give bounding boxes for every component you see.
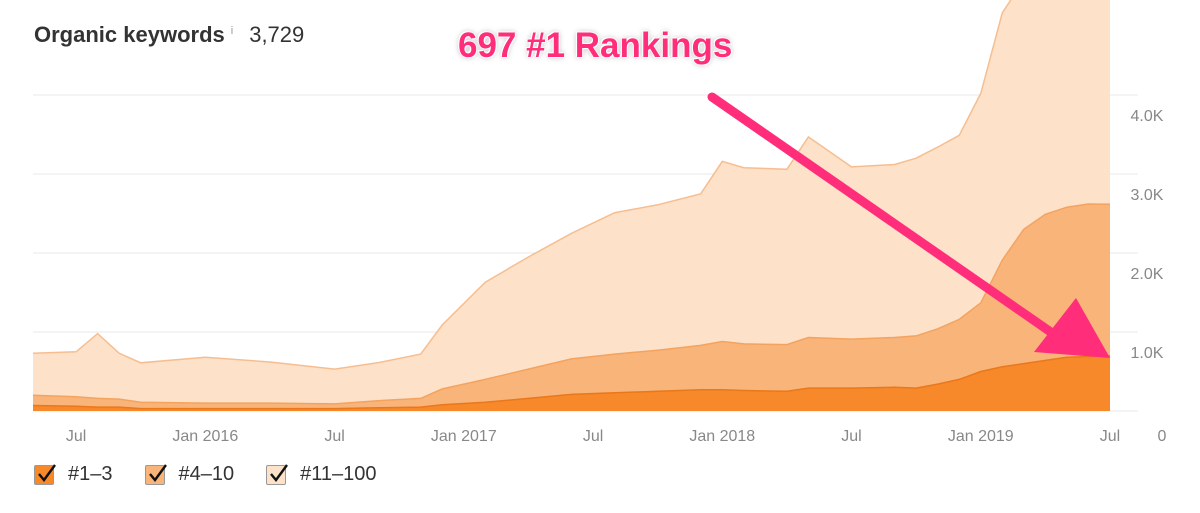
chart-header: Organic keywords i 3,729 — [34, 22, 304, 48]
area-series-line-0 — [32, 355, 1111, 410]
checkbox-11-100[interactable] — [266, 463, 289, 485]
checkbox-1-3[interactable] — [34, 463, 56, 485]
y-tick-label: 3.0K — [1131, 187, 1164, 204]
legend-label-4-10: #4–10 — [178, 463, 235, 485]
annotation-arrow — [707, 92, 1110, 358]
area-series-line-1 — [32, 203, 1111, 405]
keyword-total: 3,729 — [249, 22, 305, 47]
x-tick-label: Jul — [324, 428, 344, 445]
area-series-1 — [33, 204, 1110, 411]
x-axis-ticks: Jul Jan 2016 Jul Jan 2017 Jul Jan 2018 Jul Jan … — [66, 428, 1120, 445]
info-icon[interactable]: i — [230, 25, 234, 37]
area-series-0 — [33, 355, 1110, 411]
checkbox-4-10[interactable] — [144, 463, 167, 485]
x-tick-label: Jan 2018 — [689, 428, 755, 445]
arrow-head — [1034, 298, 1110, 358]
checkmark-icon — [148, 463, 167, 482]
x-tick-label: Jul — [841, 428, 861, 445]
x-tick-label: Jul — [66, 428, 86, 445]
area-series — [32, 0, 1111, 411]
x-tick-label: Jan 2019 — [948, 428, 1014, 445]
legend-item-11-100[interactable]: #11–100 — [266, 463, 377, 486]
y-axis-ticks: 0 1.0K 2.0K 3.0K 4.0K — [1131, 108, 1167, 445]
area-series-line-2 — [32, 0, 1012, 370]
y-tick-label: 0 — [1158, 428, 1167, 445]
y-tick-label: 4.0K — [1131, 108, 1164, 125]
legend-label-11-100: #11–100 — [300, 463, 377, 485]
y-tick-label: 2.0K — [1131, 266, 1164, 283]
legend-label-1-3: #1–3 — [68, 463, 113, 485]
legend-item-4-10[interactable]: #4–10 — [144, 463, 235, 486]
checkmark-icon — [270, 463, 289, 482]
x-tick-label: Jan 2016 — [172, 428, 238, 445]
legend: #1–3 #4–10 #11–100 — [34, 463, 409, 486]
legend-item-1-3[interactable]: #1–3 — [34, 463, 113, 486]
checkmark-icon — [38, 463, 56, 482]
x-tick-label: Jul — [1100, 428, 1120, 445]
x-tick-label: Jan 2017 — [431, 428, 497, 445]
rankings-annotation: 697 #1 Rankings — [458, 26, 733, 65]
chart-title: Organic keywords — [34, 22, 225, 47]
arrow-shaft — [707, 92, 1060, 340]
x-tick-label: Jul — [583, 428, 603, 445]
y-tick-label: 1.0K — [1131, 345, 1164, 362]
area-series-2 — [33, 0, 1110, 411]
